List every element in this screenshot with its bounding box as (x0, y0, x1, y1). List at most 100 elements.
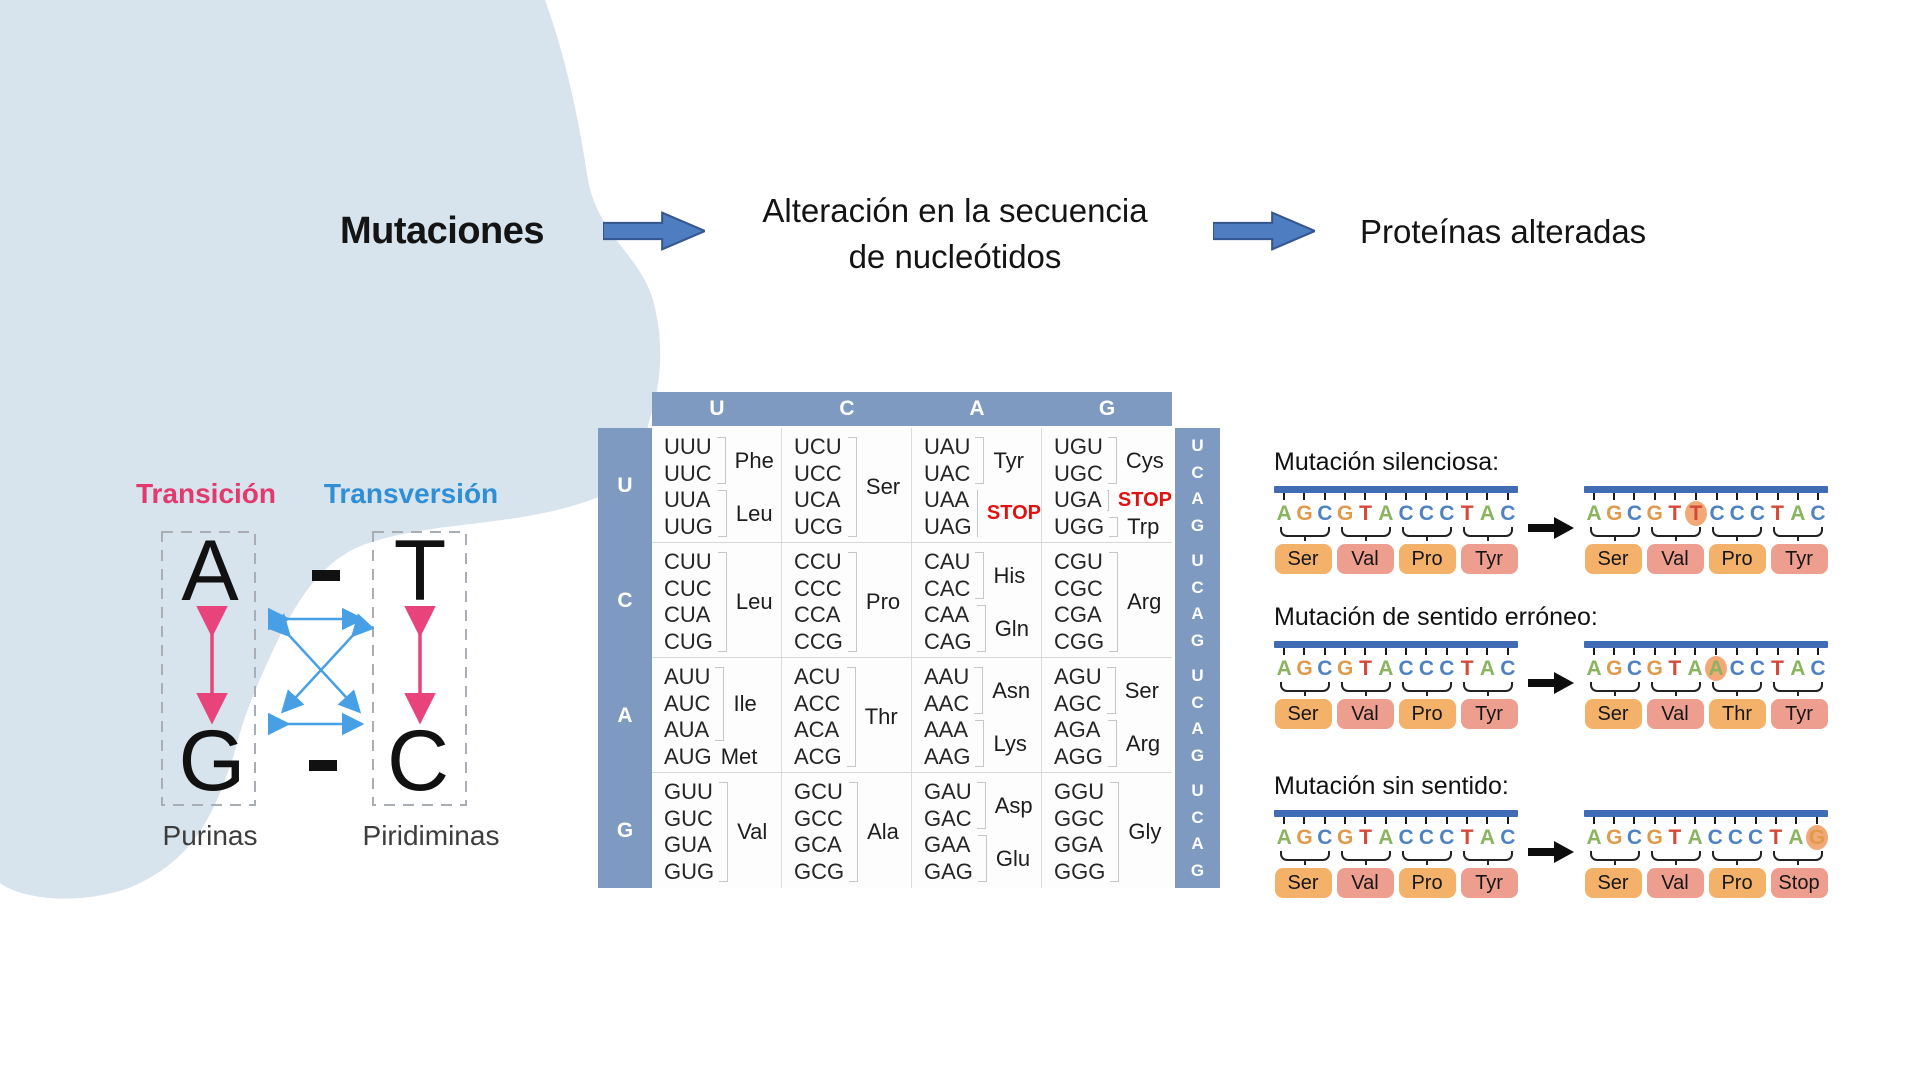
codon: GAU (924, 779, 972, 804)
codon: GUU (664, 779, 713, 804)
transversion-label: Transversión (324, 478, 498, 509)
codon-list: UUU UUC (664, 434, 712, 487)
base-cell: A (1376, 493, 1396, 526)
mutation-strand-after: A G C G T T C C C T A C Ser Val Pro Tyr (1584, 486, 1828, 574)
codon-brace-icon (1279, 851, 1330, 861)
codon: CCU (794, 549, 842, 574)
base-cell: C (1437, 648, 1457, 681)
base-letter: C (1707, 826, 1723, 849)
base-tick (1816, 817, 1819, 824)
base-letter: G (1606, 502, 1623, 525)
codon-table-cell: GAU GAC Asp GAA GAG Glu (912, 773, 1042, 888)
base-tick (1425, 648, 1428, 655)
base-tick (1425, 493, 1428, 500)
base-tick (1283, 493, 1286, 500)
codon: UGA (1054, 487, 1102, 512)
base-tick (1816, 648, 1819, 655)
base-letter: A (1705, 656, 1728, 681)
flow-step-alteracion: Alteración en la secuencia de nucleótido… (735, 188, 1175, 280)
base-letter: C (1398, 657, 1414, 680)
base-tick (1364, 648, 1367, 655)
base-cell: A (1685, 817, 1705, 850)
codon-group-bracket (976, 605, 986, 652)
codon: CUC (664, 575, 712, 601)
codon-group-bracket (1106, 667, 1116, 714)
base-cell: T (1457, 648, 1477, 681)
base-letter: C (1317, 657, 1333, 680)
mutation-strand-before: A G C G T A C C C T A C Ser Val Pro Tyr (1274, 810, 1518, 898)
codon-group: CGU CGC CGA CGG Arg (1054, 549, 1172, 655)
codon: GGA (1054, 832, 1103, 857)
amino-box: Val (1646, 699, 1704, 729)
mutation-block: Mutación de sentido erróneo: A G C G T A C C C T A C… (1274, 603, 1874, 729)
base-tick (1425, 817, 1428, 824)
amino-acid-label: Trp (1127, 513, 1160, 539)
codon-table-col-header: U (709, 397, 725, 420)
codon: UAA (924, 487, 970, 512)
codon-group-bracket (1109, 552, 1119, 652)
base-tick (1303, 493, 1306, 500)
base-letter: C (1749, 502, 1765, 525)
base-letter: G (1646, 502, 1663, 525)
base-letter: C (1500, 657, 1516, 680)
mutation-strand-after: A G C G T A A C C T A C Ser Val Thr Tyr (1584, 641, 1828, 729)
codon-table-cell: ACU ACC ACA ACG Thr (782, 658, 912, 773)
base-cell: T (1684, 493, 1707, 526)
base-cell: A (1376, 648, 1396, 681)
base-cell: G (1335, 648, 1355, 681)
codon-group-bracket (977, 835, 987, 882)
codon: AGA (1054, 717, 1101, 742)
base-cell: G (1604, 817, 1624, 850)
amino-box: Ser (1274, 544, 1332, 574)
codon-brace-icon (1711, 527, 1762, 537)
base-adenine: A (181, 523, 239, 619)
codon-brace-icon (1462, 527, 1513, 537)
base-letter: T (1684, 501, 1707, 526)
codon-group: AGU AGC Ser (1054, 664, 1172, 717)
codon-braces (1274, 851, 1518, 861)
codon: CUG (664, 628, 713, 654)
base-tick (1796, 648, 1799, 655)
amino-acid-label: Arg (1127, 589, 1162, 614)
base-letter: C (1398, 826, 1414, 849)
base-cell: C (1808, 493, 1828, 526)
third-base-letter: C (1191, 577, 1204, 597)
codon-list: AGU AGC (1054, 664, 1102, 717)
codon-brace-icon (1650, 851, 1701, 861)
base-cell: G (1645, 493, 1665, 526)
mutation-strand-after: A G C G T A C C C T A G Ser Val Pro Stop (1584, 810, 1829, 898)
base-tick (1486, 817, 1489, 824)
codon: UAC (924, 460, 971, 486)
amino-acid-label: Leu (735, 500, 773, 526)
base-letter: C (1418, 657, 1435, 680)
base-tick (1715, 648, 1718, 655)
amino-acid-label: Arg (1125, 730, 1161, 756)
base-tick (1384, 648, 1387, 655)
base-letter: C (1709, 502, 1725, 525)
base-cell: C (1705, 817, 1725, 850)
codon-brace-icon (1650, 682, 1701, 692)
codon-brace-icon (1340, 851, 1391, 861)
base-cytosine: C (387, 713, 449, 809)
amino-box: Val (1646, 868, 1704, 898)
codon-braces (1274, 527, 1518, 537)
base-tick (1673, 648, 1676, 655)
amino-box: Ser (1274, 699, 1332, 729)
codon: CCG (794, 628, 843, 654)
codon-table-cell: GUU GUC GUA GUG Val (652, 773, 782, 888)
codon-table-cell: AGU AGC Ser AGA AGG Arg (1042, 658, 1172, 773)
codon-group-bracket (1110, 782, 1120, 882)
amino-boxes: Ser Val Pro Stop (1584, 868, 1828, 898)
base-cell: C (1727, 648, 1747, 681)
pair-dash-bottom (309, 760, 337, 771)
base-tick (1734, 817, 1737, 824)
codon-brace-icon (1772, 527, 1823, 537)
base-letter: T (1460, 826, 1474, 849)
base-cell: C (1416, 493, 1436, 526)
codon-brace-icon (1401, 527, 1452, 537)
base-tick (1506, 648, 1509, 655)
codon-group-bracket (717, 490, 727, 537)
